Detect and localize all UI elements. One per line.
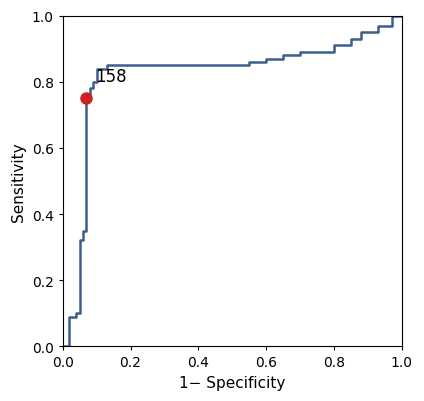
X-axis label: 1− Specificity: 1− Specificity bbox=[179, 375, 285, 390]
Y-axis label: Sensitivity: Sensitivity bbox=[11, 142, 26, 221]
Text: 158: 158 bbox=[95, 68, 126, 86]
